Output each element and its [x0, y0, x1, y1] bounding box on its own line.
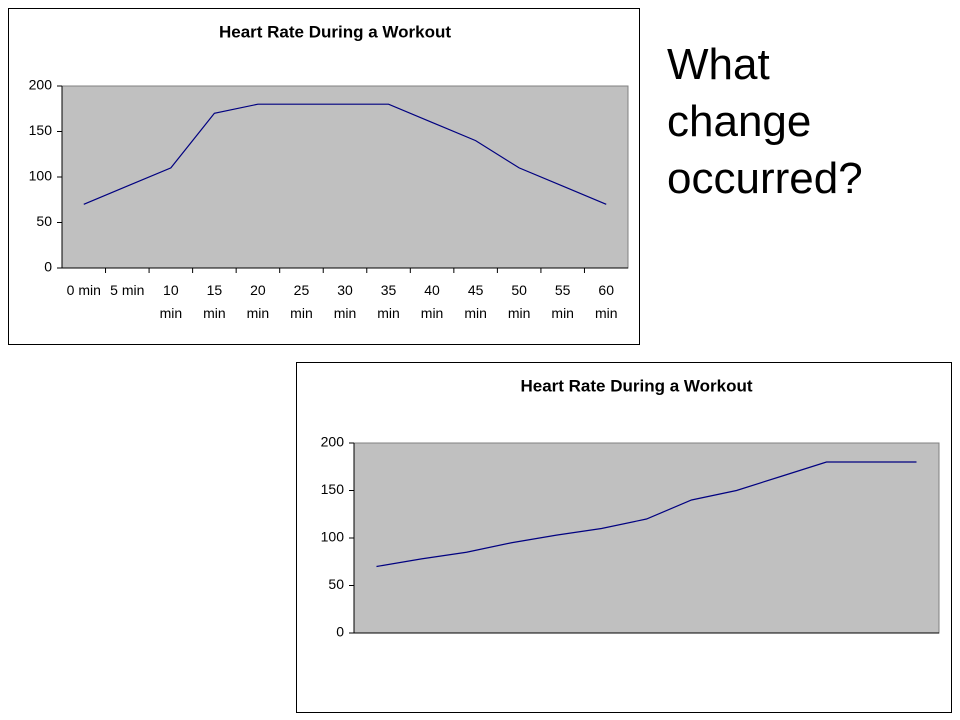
x-tick-label: 40 min	[420, 282, 444, 321]
data-line	[376, 461, 917, 568]
x-tick-label: 45 min	[464, 282, 487, 321]
y-tick-label: 0	[336, 624, 344, 640]
y-tick-label: 200	[29, 77, 53, 93]
x-tick-label: 55 min	[551, 282, 574, 321]
chart-title: Heart Rate During a Workout	[520, 376, 752, 395]
y-tick-label: 50	[328, 576, 344, 592]
plot-area	[353, 442, 940, 634]
x-tick-label: 60 min	[594, 282, 618, 321]
x-tick-label: 50 min	[507, 282, 531, 321]
y-tick-label: 0	[44, 259, 52, 275]
x-tick-label: 15 min	[203, 282, 226, 321]
y-tick-label: 200	[321, 434, 345, 450]
x-tick-label: 0 min	[66, 282, 101, 298]
x-tick-label: 20 min	[246, 282, 270, 321]
y-tick-label: 50	[36, 213, 52, 229]
plot-area	[61, 85, 629, 269]
chart-title: Heart Rate During a Workout	[219, 22, 451, 41]
x-tick-label: 35 min	[377, 282, 400, 321]
x-tick-label: 25 min	[290, 282, 313, 321]
y-tick-label: 150	[29, 122, 53, 138]
y-tick-label: 100	[321, 529, 345, 545]
y-tick-label: 150	[321, 481, 345, 497]
question: What change occurred?	[667, 40, 863, 203]
y-tick-label: 100	[29, 168, 53, 184]
data-line	[83, 103, 607, 205]
x-tick-label: 10 min	[159, 282, 183, 321]
x-tick-label: 30 min	[333, 282, 357, 321]
x-tick-label: 5 min	[110, 282, 145, 298]
